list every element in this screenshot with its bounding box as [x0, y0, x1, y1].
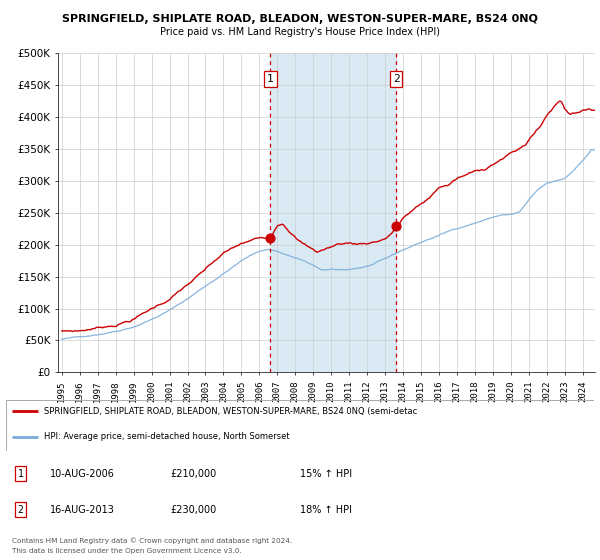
- Point: [391, 221, 401, 230]
- Text: 16-AUG-2013: 16-AUG-2013: [50, 505, 115, 515]
- Text: This data is licensed under the Open Government Licence v3.0.: This data is licensed under the Open Gov…: [12, 548, 242, 554]
- Text: Contains HM Land Registry data © Crown copyright and database right 2024.: Contains HM Land Registry data © Crown c…: [12, 538, 292, 544]
- Point: [266, 234, 275, 243]
- Text: 1: 1: [18, 469, 23, 479]
- Text: 2: 2: [18, 505, 23, 515]
- Text: £230,000: £230,000: [170, 505, 217, 515]
- Text: 1: 1: [267, 74, 274, 84]
- Text: 15% ↑ HPI: 15% ↑ HPI: [300, 469, 352, 479]
- Text: HPI: Average price, semi-detached house, North Somerset: HPI: Average price, semi-detached house,…: [44, 432, 290, 441]
- Bar: [271, 53, 396, 372]
- Text: £210,000: £210,000: [170, 469, 217, 479]
- Text: SPRINGFIELD, SHIPLATE ROAD, BLEADON, WESTON-SUPER-MARE, BS24 0NQ: SPRINGFIELD, SHIPLATE ROAD, BLEADON, WES…: [62, 14, 538, 24]
- Text: 2: 2: [393, 74, 400, 84]
- Text: Price paid vs. HM Land Registry's House Price Index (HPI): Price paid vs. HM Land Registry's House …: [160, 27, 440, 37]
- Text: 18% ↑ HPI: 18% ↑ HPI: [300, 505, 352, 515]
- Text: 10-AUG-2006: 10-AUG-2006: [50, 469, 115, 479]
- Text: SPRINGFIELD, SHIPLATE ROAD, BLEADON, WESTON-SUPER-MARE, BS24 0NQ (semi-detac: SPRINGFIELD, SHIPLATE ROAD, BLEADON, WES…: [44, 407, 418, 416]
